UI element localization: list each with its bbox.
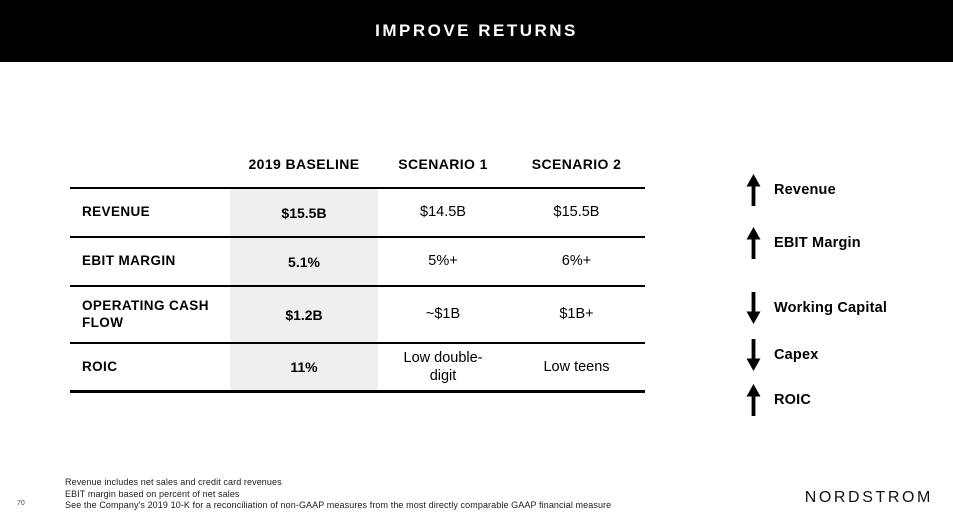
column-header-baseline: 2019 BASELINE — [248, 155, 360, 172]
row-label: ROIC — [82, 358, 118, 374]
footnote-line: EBIT margin based on percent of net sale… — [65, 488, 240, 499]
column-header-scenario1: SCENARIO 1 — [398, 155, 488, 172]
baseline-value: $1.2B — [230, 287, 378, 342]
down-arrow-icon — [746, 339, 761, 371]
up-arrow-icon — [746, 227, 761, 259]
row-label: REVENUE — [82, 204, 151, 220]
scenario2-value: 6%+ — [561, 253, 592, 270]
indicator-capex: Capex — [746, 338, 887, 372]
row-label: OPERATING CASH FLOW — [82, 298, 209, 330]
baseline-value: 11% — [230, 344, 378, 390]
indicator-label: Capex — [774, 347, 819, 363]
scenario2-value: $1B+ — [559, 306, 594, 323]
baseline-value: 5.1% — [230, 238, 378, 285]
footnote-line: Revenue includes net sales and credit ca… — [65, 477, 282, 487]
row-label: EBIT MARGIN — [82, 253, 176, 269]
scenario1-value: ~$1B — [425, 306, 461, 323]
indicator-label: ROIC — [774, 392, 812, 408]
table-row-roic: ROIC 11% Low double-digit Low teens — [70, 342, 645, 390]
footnotes: Revenue includes net sales and credit ca… — [65, 477, 611, 512]
scenario1-value: Low double-digit — [378, 344, 508, 390]
slide-title: IMPROVE RETURNS — [375, 21, 578, 40]
indicator-label: Revenue — [774, 182, 836, 198]
indicator-roic: ROIC — [746, 383, 887, 417]
scenario1-value: 5%+ — [428, 253, 458, 270]
direction-indicators: Revenue EBIT Margin Working Capital Cape… — [746, 173, 887, 417]
table-row-revenue: REVENUE $15.5B $14.5B $15.5B — [70, 187, 645, 236]
down-arrow-icon — [746, 292, 761, 324]
baseline-value: $15.5B — [230, 189, 378, 236]
table-row-ebit-margin: EBIT MARGIN 5.1% 5%+ 6%+ — [70, 236, 645, 285]
page-number: 70 — [17, 500, 25, 507]
indicator-working-capital: Working Capital — [746, 291, 887, 325]
scenario2-value: $15.5B — [553, 204, 600, 221]
scenario1-value: $14.5B — [420, 204, 466, 221]
indicator-revenue: Revenue — [746, 173, 887, 207]
nordstrom-logo: NORDSTROM — [804, 489, 933, 506]
scenario2-value: Low teens — [543, 358, 610, 375]
slide-header-bar: IMPROVE RETURNS — [0, 0, 953, 62]
metrics-table: 2019 BASELINE SCENARIO 1 SCENARIO 2 REVE… — [70, 140, 645, 393]
up-arrow-icon — [746, 174, 761, 206]
table-header-row: 2019 BASELINE SCENARIO 1 SCENARIO 2 — [70, 140, 645, 187]
up-arrow-icon — [746, 384, 761, 416]
indicator-label: EBIT Margin — [774, 235, 861, 251]
scenario1-value-text: Low double-digit — [403, 349, 483, 384]
indicator-label: Working Capital — [774, 300, 888, 316]
footnote-line: See the Company's 2019 10-K for a reconc… — [65, 500, 612, 510]
table-row-operating-cash-flow: OPERATING CASH FLOW $1.2B ~$1B $1B+ — [70, 285, 645, 342]
indicator-ebit-margin: EBIT Margin — [746, 226, 887, 260]
column-header-scenario2: SCENARIO 2 — [531, 155, 622, 172]
